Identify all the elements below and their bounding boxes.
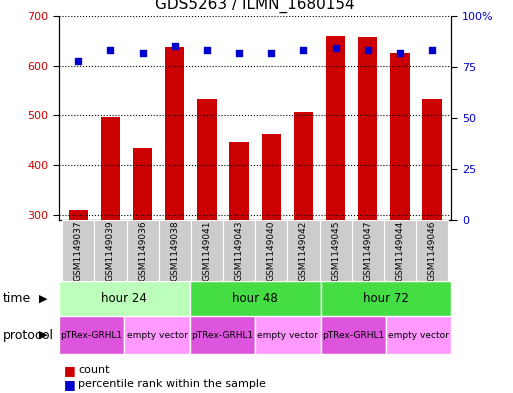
Bar <box>59 281 190 316</box>
Point <box>235 50 243 56</box>
Text: protocol: protocol <box>3 329 53 342</box>
Text: pTRex-GRHL1: pTRex-GRHL1 <box>191 331 253 340</box>
Bar <box>326 36 345 220</box>
Bar <box>69 210 88 220</box>
Text: GSM1149045: GSM1149045 <box>331 220 340 281</box>
Text: hour 72: hour 72 <box>363 292 409 305</box>
Bar <box>190 316 255 354</box>
Text: pTRex-GRHL1: pTRex-GRHL1 <box>322 331 384 340</box>
Text: GSM1149044: GSM1149044 <box>396 220 404 281</box>
Bar <box>229 142 249 220</box>
Text: count: count <box>78 365 109 375</box>
Text: GSM1149047: GSM1149047 <box>363 220 372 281</box>
Bar <box>386 316 451 354</box>
Bar <box>127 220 159 281</box>
Bar <box>358 37 378 220</box>
Text: ▶: ▶ <box>38 330 47 340</box>
Bar <box>159 220 191 281</box>
Text: GSM1149038: GSM1149038 <box>170 220 180 281</box>
Bar <box>294 112 313 220</box>
Text: GSM1149037: GSM1149037 <box>74 220 83 281</box>
Bar <box>101 117 120 220</box>
Point <box>267 50 275 56</box>
Text: pTRex-GRHL1: pTRex-GRHL1 <box>61 331 123 340</box>
Text: GSM1149046: GSM1149046 <box>428 220 437 281</box>
Bar <box>262 134 281 220</box>
Bar <box>423 99 442 220</box>
Bar <box>198 99 216 220</box>
Bar <box>94 220 127 281</box>
Text: percentile rank within the sample: percentile rank within the sample <box>78 379 266 389</box>
Bar <box>124 316 190 354</box>
Bar <box>191 220 223 281</box>
Text: GSM1149041: GSM1149041 <box>203 220 211 281</box>
Point <box>396 50 404 56</box>
Bar <box>416 220 448 281</box>
Text: GSM1149043: GSM1149043 <box>234 220 244 281</box>
Bar <box>62 220 94 281</box>
Bar <box>223 220 255 281</box>
Bar <box>255 316 321 354</box>
Point <box>300 47 308 53</box>
Title: GDS5263 / ILMN_1680154: GDS5263 / ILMN_1680154 <box>155 0 355 13</box>
Point <box>428 47 436 53</box>
Text: hour 24: hour 24 <box>102 292 147 305</box>
Text: ■: ■ <box>64 364 76 377</box>
Bar <box>321 281 451 316</box>
Bar <box>133 148 152 220</box>
Point <box>74 57 83 64</box>
Point <box>139 50 147 56</box>
Text: hour 48: hour 48 <box>232 292 278 305</box>
Point <box>331 45 340 51</box>
Text: GSM1149040: GSM1149040 <box>267 220 276 281</box>
Bar <box>287 220 320 281</box>
Point <box>364 47 372 53</box>
Text: empty vector: empty vector <box>388 331 449 340</box>
Bar <box>59 316 124 354</box>
Bar <box>255 220 287 281</box>
Bar <box>190 281 321 316</box>
Text: ▶: ▶ <box>38 294 47 304</box>
Point <box>203 47 211 53</box>
Point <box>106 47 114 53</box>
Bar <box>165 47 185 220</box>
Bar <box>384 220 416 281</box>
Bar <box>321 316 386 354</box>
Text: ■: ■ <box>64 378 76 391</box>
Text: empty vector: empty vector <box>258 331 319 340</box>
Point <box>171 43 179 50</box>
Text: empty vector: empty vector <box>127 331 188 340</box>
Bar <box>320 220 352 281</box>
Text: time: time <box>3 292 31 305</box>
Text: GSM1149042: GSM1149042 <box>299 220 308 281</box>
Text: GSM1149039: GSM1149039 <box>106 220 115 281</box>
Bar <box>352 220 384 281</box>
Text: GSM1149036: GSM1149036 <box>138 220 147 281</box>
Bar <box>390 53 409 220</box>
